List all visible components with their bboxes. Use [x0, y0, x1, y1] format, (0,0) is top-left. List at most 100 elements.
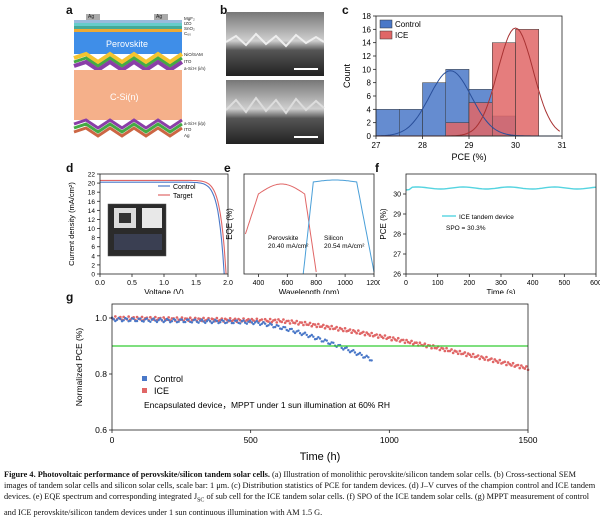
- y-tick-label: 4: [367, 105, 372, 114]
- device-photo-strip: [114, 234, 162, 250]
- x-axis-label: Time (s): [486, 288, 515, 294]
- jv-curve-target: [100, 179, 227, 275]
- legend-label-control: Control: [154, 374, 183, 384]
- x-tick-label: 100: [432, 280, 444, 287]
- legend-marker-ice: [142, 388, 147, 393]
- annotation-perovskite: Perovskite: [268, 235, 299, 242]
- perovskite-label: Perovskite: [106, 39, 148, 49]
- layer-label-nio: NiO/SAM: [184, 52, 203, 57]
- layer-label-ito-bottom: ITO: [184, 127, 192, 132]
- layer-ito-top: [73, 56, 183, 68]
- x-tick-label: 500: [558, 280, 570, 287]
- layer-asi-ip: [73, 118, 183, 130]
- mppt-frame: [111, 303, 529, 431]
- y-axis-label: Current density (mA/cm²): [67, 182, 76, 266]
- legend-label-ice: ICE tandem device: [459, 214, 514, 221]
- sem-tandem: [226, 12, 324, 76]
- layer-csi: [74, 70, 182, 120]
- x-tick-label: 30: [511, 141, 520, 150]
- y-tick-label: 26: [393, 272, 401, 279]
- y-tick-label: 28: [393, 232, 401, 239]
- hist-bar-control: [422, 82, 446, 137]
- y-tick-label: 8: [91, 235, 95, 242]
- y-tick-label: 10: [362, 65, 371, 74]
- layer-label-c60: C₆₀: [184, 31, 191, 36]
- layer-izo: [74, 23, 182, 26]
- x-axis-label: PCE (%): [451, 152, 486, 162]
- y-tick-label: 12: [362, 52, 371, 61]
- x-axis-label: Time (h): [300, 451, 341, 463]
- caption-body: (a) Illustration of monolithic perovskit…: [4, 470, 596, 502]
- y-tick-label: 2: [367, 119, 372, 128]
- y-tick-label: 12: [88, 217, 96, 224]
- x-tick-label: 500: [244, 435, 258, 445]
- x-tick-label: 2.0: [223, 280, 233, 287]
- jv-curve-control: [100, 181, 225, 275]
- chart-eqe: 400 600 800 1000 1200 Wavelength (nm) EQE (%) P…: [225, 173, 380, 294]
- legend-label-control: Control: [173, 184, 196, 191]
- y-axis-label: Count: [342, 64, 352, 89]
- y-tick-label: 14: [362, 39, 371, 48]
- layer-label-ito-top: ITO: [184, 59, 192, 64]
- ag-contact-right: [154, 14, 168, 20]
- annotation-silicon: Silicon: [324, 235, 344, 242]
- x-tick-label: 1500: [519, 435, 538, 445]
- csi-label: C-Si(n): [110, 92, 139, 102]
- y-tick-label: 8: [367, 79, 372, 88]
- mppt-points-control: [110, 316, 373, 362]
- layer-sno2: [74, 26, 182, 29]
- legend-label-target: Target: [173, 193, 193, 200]
- y-tick-label: 10: [88, 226, 96, 233]
- x-tick-label: 1.5: [191, 280, 201, 287]
- x-tick-label: 300: [495, 280, 507, 287]
- x-tick-label: 1.0: [159, 280, 169, 287]
- x-tick-label: 28: [418, 141, 427, 150]
- x-tick-label: 800: [310, 280, 322, 287]
- panel-c-label: c: [342, 3, 349, 17]
- x-axis-label: Wavelength (nm): [279, 288, 340, 294]
- x-tick-label: 0.5: [127, 280, 137, 287]
- y-tick-label: 0.8: [95, 369, 107, 379]
- x-tick-label: 0.0: [95, 280, 105, 287]
- caption-body-2: of sub cell for the ICE tandem solar cel…: [4, 492, 590, 518]
- y-tick-label: 0: [367, 132, 372, 141]
- panel-b-label: b: [220, 3, 228, 17]
- y-tick-label: 6: [91, 244, 95, 251]
- figure-caption: Figure 4. Photovoltaic performance of pe…: [4, 469, 596, 518]
- layer-label-mgf2: MgF₂: [184, 16, 195, 21]
- legend-marker-control: [142, 376, 147, 381]
- sem-images: [226, 12, 325, 144]
- ag-contact-left: [86, 14, 100, 20]
- y-tick-label: 18: [362, 12, 371, 21]
- device-photo-active-1: [119, 213, 131, 223]
- layer-perovskite: [74, 32, 182, 54]
- hist-bar-ice: [492, 42, 516, 137]
- x-tick-label: 200: [463, 280, 475, 287]
- caption-title: Photovoltaic performance of perovskite/s…: [37, 470, 270, 479]
- chart-pce-distribution: 27 28 29 30 31 0 2 4 6 8 10 12 14 16 18 PCE (%) Count Con…: [342, 12, 567, 162]
- layer-asi-in: [73, 59, 184, 73]
- panel-f-label: f: [375, 161, 379, 175]
- layer-label-izo: IZO: [184, 21, 192, 26]
- x-tick-label: 400: [253, 280, 265, 287]
- eqe-frame: [243, 173, 375, 275]
- layer-label-ag-bottom: Ag: [184, 133, 190, 138]
- legend-swatch-ice: [379, 30, 393, 40]
- x-tick-label: 27: [372, 141, 381, 150]
- y-axis-label: EQE (%): [225, 208, 234, 240]
- layer-label-sno2: SnO₂: [184, 26, 195, 31]
- annotation-silicon-jsc: 20.54 mA/cm²: [324, 243, 365, 250]
- hist-bar-control: [399, 109, 423, 137]
- device-stack-illustration: Ag Ag Perovskite C-Si(n) MgF₂ IZO SnO₂ C…: [73, 14, 206, 138]
- y-tick-label: 0: [91, 272, 95, 279]
- x-tick-label: 600: [590, 280, 600, 287]
- eqe-curve-perovskite: [244, 183, 317, 273]
- y-tick-label: 16: [362, 25, 371, 34]
- annotation-mppt: Encapsulated device，MPPT under 1 sun ill…: [144, 400, 390, 410]
- panel-g-label: g: [66, 290, 74, 304]
- legend-label-ice: ICE: [154, 386, 169, 396]
- y-tick-label: 0.6: [95, 425, 107, 435]
- hist-bar-ice: [515, 29, 539, 137]
- y-tick-label: 18: [88, 190, 96, 197]
- x-tick-label: 1200: [366, 280, 380, 287]
